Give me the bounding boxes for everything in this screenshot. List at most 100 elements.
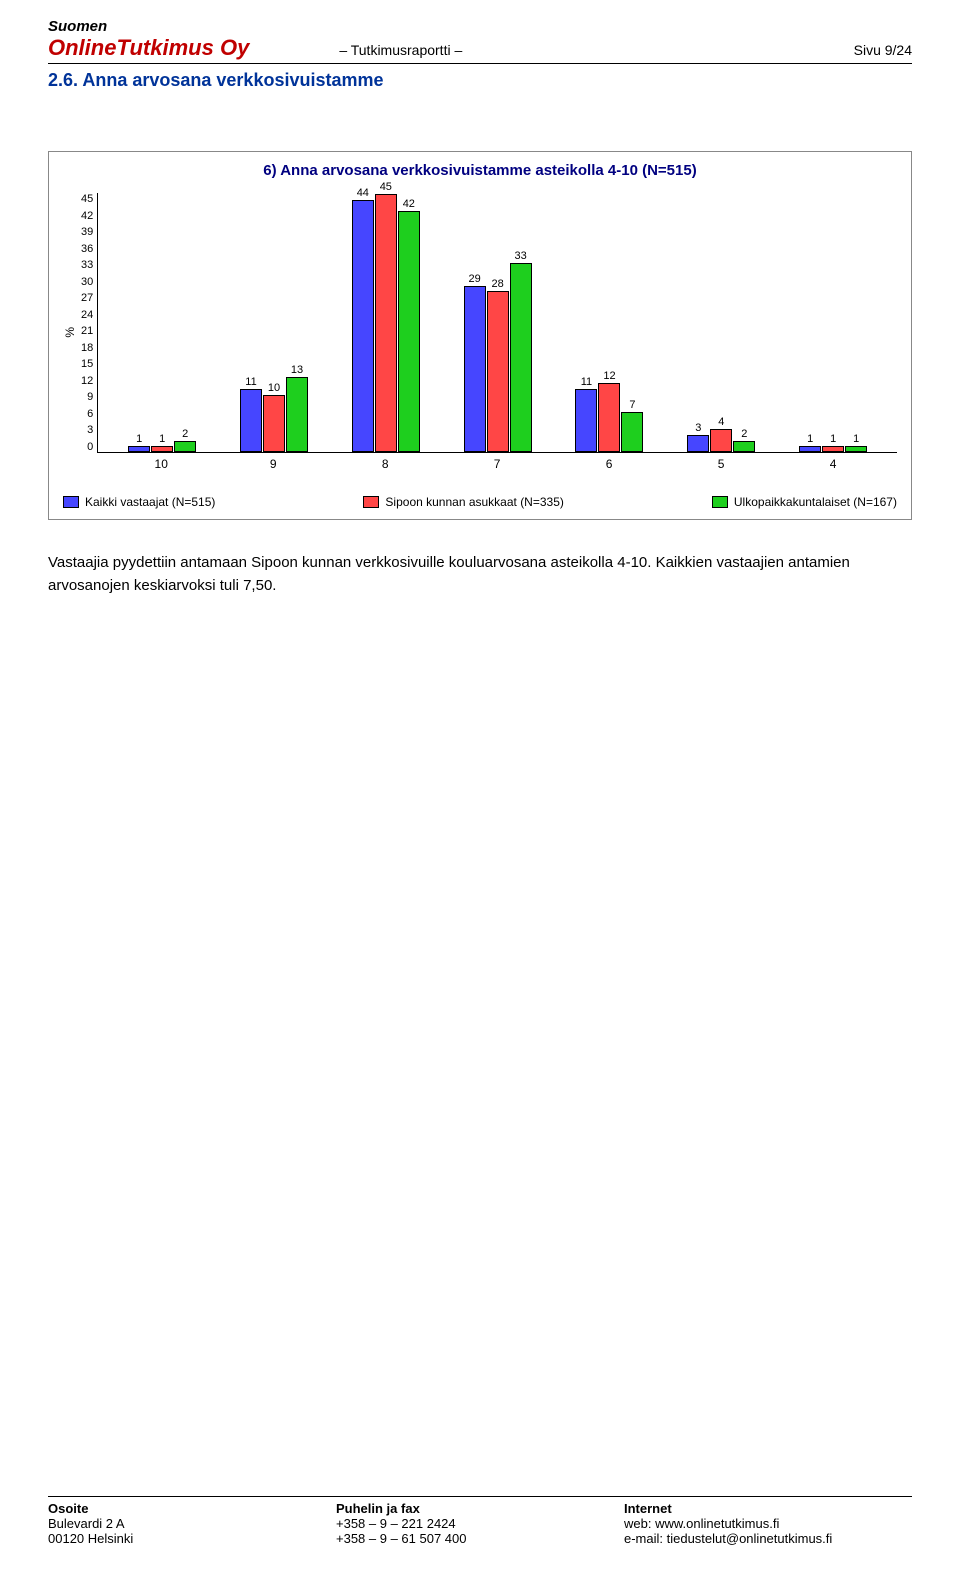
bar-value-label: 2 [182, 429, 188, 440]
bar-wrap: 42 [398, 199, 420, 452]
bar-wrap: 1 [822, 434, 844, 452]
chart-container: 6) Anna arvosana verkkosivuistamme astei… [48, 151, 912, 520]
y-tick: 39 [81, 226, 93, 238]
bar-wrap: 1 [151, 434, 173, 452]
x-tick: 8 [329, 457, 441, 471]
bar [799, 446, 821, 452]
y-ticks: 4542393633302724211815129630 [81, 193, 97, 453]
header-row: OnlineTutkimus Oy – Tutkimusraportti – S… [48, 35, 912, 64]
legend-swatch [63, 496, 79, 508]
bar [398, 211, 420, 452]
y-tick: 33 [81, 259, 93, 271]
bar-wrap: 12 [598, 371, 620, 452]
y-tick: 15 [81, 358, 93, 370]
bar [710, 429, 732, 452]
footer-col3-l2: e-mail: tiedustelut@onlinetutkimus.fi [624, 1531, 912, 1546]
bar-value-label: 3 [695, 423, 701, 434]
bar-group: 11 10 13 [218, 365, 330, 452]
legend-item: Kaikki vastaajat (N=515) [63, 495, 215, 509]
y-tick: 36 [81, 243, 93, 255]
bar-wrap: 2 [733, 429, 755, 452]
chart-title: 6) Anna arvosana verkkosivuistamme astei… [63, 162, 897, 179]
bar-value-label: 1 [830, 434, 836, 445]
section-title: 2.6. Anna arvosana verkkosivuistamme [48, 70, 912, 91]
bar-group: 342 [665, 417, 777, 452]
bar-wrap: 11 [575, 377, 597, 452]
bar [510, 263, 532, 452]
brand: OnlineTutkimus Oy [48, 35, 249, 61]
bar-value-label: 2 [741, 429, 747, 440]
bar-value-label: 1 [807, 434, 813, 445]
bar-wrap: 33 [510, 251, 532, 452]
y-axis-label: % [63, 327, 77, 338]
footer-col2-l2: +358 – 9 – 61 507 400 [336, 1531, 624, 1546]
y-tick: 24 [81, 309, 93, 321]
legend-swatch [363, 496, 379, 508]
page-number: Sivu 9/24 [854, 42, 912, 58]
bar [845, 446, 867, 452]
legend-label: Kaikki vastaajat (N=515) [85, 495, 215, 509]
bar-wrap: 2 [174, 429, 196, 452]
bar-group: 1 1 1 [777, 434, 889, 452]
chart-legend: Kaikki vastaajat (N=515) Sipoon kunnan as… [63, 495, 897, 509]
bar-wrap: 44 [352, 188, 374, 452]
y-tick: 30 [81, 276, 93, 288]
bar-group: 112 [106, 429, 218, 452]
legend-label: Ulkopaikkakuntalaiset (N=167) [734, 495, 897, 509]
header-line1: Suomen [48, 18, 912, 35]
bar [464, 286, 486, 452]
bar [598, 383, 620, 452]
x-tick: 5 [665, 457, 777, 471]
bar-wrap: 13 [286, 365, 308, 452]
bar-value-label: 45 [380, 182, 392, 193]
legend-label: Sipoon kunnan asukkaat (N=335) [385, 495, 563, 509]
bar-group: 44 45 42 [330, 182, 442, 452]
y-tick: 3 [81, 424, 93, 436]
bar [575, 389, 597, 452]
report-label: – Tutkimusraportti – [339, 42, 462, 58]
footer-col2-l1: +358 – 9 – 221 2424 [336, 1516, 624, 1531]
y-tick: 0 [81, 441, 93, 453]
x-tick: 4 [777, 457, 889, 471]
bar-wrap: 3 [687, 423, 709, 452]
y-tick: 27 [81, 292, 93, 304]
bar [286, 377, 308, 452]
x-tick: 10 [105, 457, 217, 471]
y-tick: 6 [81, 408, 93, 420]
bar-value-label: 11 [581, 377, 592, 388]
bar-wrap: 1 [799, 434, 821, 452]
bar-wrap: 10 [263, 383, 285, 452]
bar-group: 29 28 33 [442, 251, 554, 452]
bar-value-label: 33 [515, 251, 527, 262]
bar [240, 389, 262, 452]
footer-col1-l1: Bulevardi 2 A [48, 1516, 336, 1531]
bar-group: 11 127 [554, 371, 666, 452]
bar-value-label: 13 [291, 365, 303, 376]
x-tick: 7 [441, 457, 553, 471]
bar [487, 291, 509, 452]
bar-wrap: 7 [621, 400, 643, 452]
y-tick: 21 [81, 325, 93, 337]
bar-wrap: 29 [464, 274, 486, 452]
bar [263, 395, 285, 452]
y-tick: 12 [81, 375, 93, 387]
bar-value-label: 29 [469, 274, 481, 285]
footer-col3-head: Internet [624, 1501, 912, 1516]
page-footer: Osoite Bulevardi 2 A 00120 Helsinki Puhe… [48, 1496, 912, 1546]
bar [352, 200, 374, 452]
y-tick: 9 [81, 391, 93, 403]
bar-value-label: 1 [136, 434, 142, 445]
body-text: Vastaajia pyydettiin antamaan Sipoon kun… [48, 552, 912, 597]
bar-wrap: 45 [375, 182, 397, 452]
bar-value-label: 1 [853, 434, 859, 445]
bar-value-label: 11 [245, 377, 256, 388]
chart-plot: 11211101344454229283311127342111 [97, 193, 897, 453]
footer-col3-l1: web: www.onlinetutkimus.fi [624, 1516, 912, 1531]
bar-wrap: 1 [128, 434, 150, 452]
footer-col1-l2: 00120 Helsinki [48, 1531, 336, 1546]
bar [687, 435, 709, 452]
bar-wrap: 1 [845, 434, 867, 452]
bar-wrap: 28 [487, 279, 509, 452]
legend-item: Sipoon kunnan asukkaat (N=335) [363, 495, 563, 509]
bar-wrap: 4 [710, 417, 732, 452]
